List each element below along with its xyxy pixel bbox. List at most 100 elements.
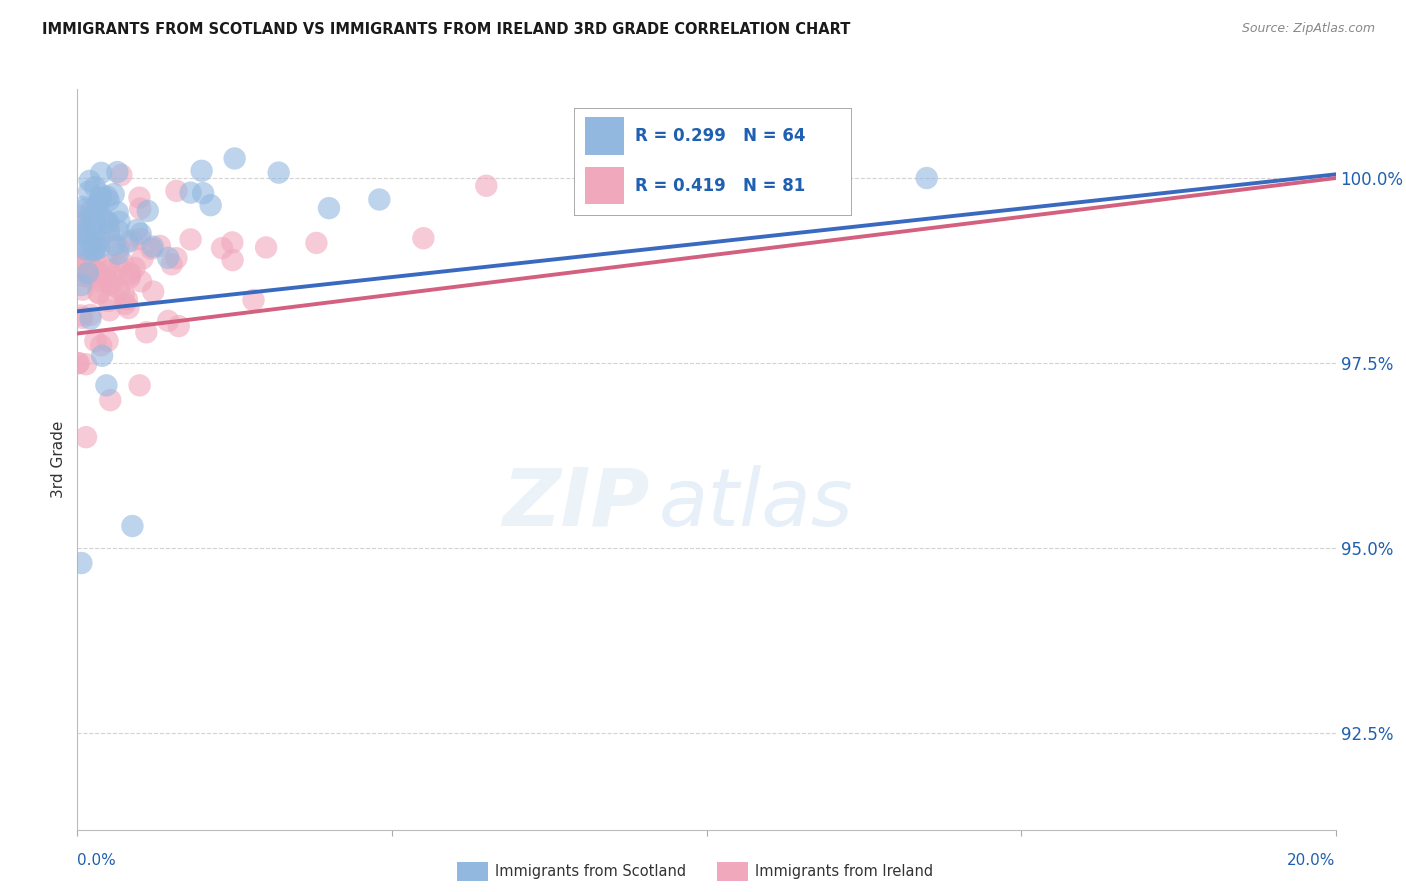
Point bbox=[318, 201, 340, 215]
Point bbox=[75, 202, 97, 216]
Point bbox=[107, 205, 129, 219]
Point bbox=[96, 378, 118, 392]
Text: ZIP: ZIP bbox=[502, 465, 650, 543]
Point bbox=[66, 356, 89, 370]
Point bbox=[107, 246, 129, 260]
Point bbox=[97, 258, 120, 272]
Point bbox=[254, 240, 277, 254]
Point bbox=[200, 198, 222, 212]
Point bbox=[165, 251, 187, 265]
Point bbox=[135, 326, 157, 340]
Point bbox=[160, 257, 183, 271]
Point bbox=[79, 174, 101, 188]
Point bbox=[75, 430, 97, 444]
Point bbox=[110, 168, 132, 182]
Point bbox=[87, 285, 110, 300]
Point bbox=[167, 319, 190, 334]
Point bbox=[190, 163, 212, 178]
Point bbox=[96, 272, 118, 286]
Point bbox=[180, 232, 202, 246]
Point bbox=[70, 278, 93, 293]
Point bbox=[77, 266, 100, 280]
Point bbox=[84, 240, 107, 254]
Point bbox=[475, 178, 498, 193]
Point bbox=[91, 349, 114, 363]
Text: 20.0%: 20.0% bbox=[1288, 854, 1336, 868]
Point bbox=[86, 264, 108, 278]
Point bbox=[72, 200, 94, 214]
Point bbox=[79, 240, 101, 254]
Point bbox=[108, 214, 131, 228]
Point bbox=[97, 215, 120, 229]
Point bbox=[67, 356, 90, 370]
Point bbox=[87, 241, 110, 255]
Point bbox=[104, 237, 127, 252]
Point bbox=[90, 166, 112, 180]
Point bbox=[180, 186, 202, 200]
Point bbox=[83, 218, 105, 232]
Point bbox=[118, 268, 141, 282]
Point bbox=[112, 287, 135, 301]
Point bbox=[72, 310, 94, 325]
Point bbox=[89, 235, 111, 249]
Point bbox=[108, 282, 131, 296]
Point bbox=[111, 255, 134, 269]
Point bbox=[97, 293, 120, 308]
Point bbox=[97, 263, 120, 277]
Text: atlas: atlas bbox=[658, 465, 853, 543]
Point bbox=[77, 233, 100, 247]
Point bbox=[224, 152, 246, 166]
Point bbox=[142, 240, 165, 254]
Point bbox=[118, 270, 141, 285]
Point bbox=[129, 227, 152, 241]
Point bbox=[98, 226, 121, 240]
Point bbox=[79, 219, 101, 233]
Text: IMMIGRANTS FROM SCOTLAND VS IMMIGRANTS FROM IRELAND 3RD GRADE CORRELATION CHART: IMMIGRANTS FROM SCOTLAND VS IMMIGRANTS F… bbox=[42, 22, 851, 37]
Point bbox=[84, 225, 107, 239]
Point bbox=[90, 187, 112, 202]
Point bbox=[267, 166, 290, 180]
Point bbox=[70, 258, 93, 272]
Point bbox=[98, 393, 121, 408]
Text: Immigrants from Scotland: Immigrants from Scotland bbox=[495, 864, 686, 879]
Text: 0.0%: 0.0% bbox=[77, 854, 117, 868]
Text: Source: ZipAtlas.com: Source: ZipAtlas.com bbox=[1241, 22, 1375, 36]
Point bbox=[89, 191, 111, 205]
Point bbox=[84, 334, 107, 348]
Point bbox=[70, 209, 93, 223]
Point bbox=[114, 297, 136, 311]
Point bbox=[165, 184, 187, 198]
Point bbox=[89, 286, 111, 301]
Point bbox=[368, 193, 391, 207]
Point bbox=[103, 187, 125, 202]
Point bbox=[79, 270, 101, 285]
Point bbox=[72, 283, 94, 297]
Point bbox=[79, 311, 101, 326]
Point bbox=[75, 227, 97, 241]
Point bbox=[69, 309, 91, 323]
Point bbox=[75, 357, 97, 371]
Point bbox=[69, 219, 91, 233]
Point bbox=[142, 285, 165, 299]
Point bbox=[107, 224, 129, 238]
Point bbox=[69, 224, 91, 238]
Point bbox=[73, 252, 96, 266]
Point bbox=[105, 165, 128, 179]
Point bbox=[129, 274, 152, 288]
Point bbox=[129, 232, 152, 246]
Point bbox=[82, 244, 104, 258]
Point bbox=[211, 241, 233, 255]
Point bbox=[87, 211, 110, 225]
Point bbox=[90, 338, 112, 352]
Point bbox=[73, 258, 96, 272]
Point bbox=[412, 231, 434, 245]
Point bbox=[79, 308, 101, 322]
Point bbox=[67, 238, 90, 252]
Point bbox=[128, 191, 150, 205]
Point bbox=[67, 262, 90, 277]
Point bbox=[73, 215, 96, 229]
Point bbox=[77, 255, 100, 269]
Point bbox=[72, 268, 94, 283]
Point bbox=[97, 194, 120, 208]
Point bbox=[191, 186, 215, 201]
